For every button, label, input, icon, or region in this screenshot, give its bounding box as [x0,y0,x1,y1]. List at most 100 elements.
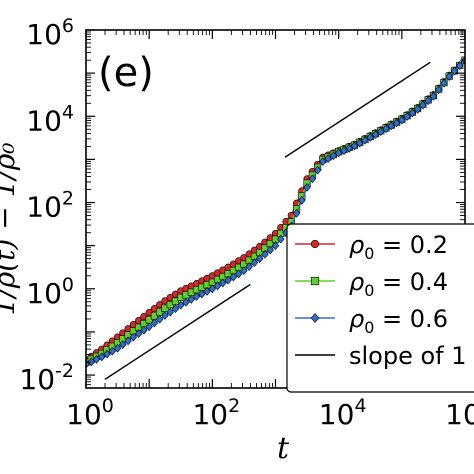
series-3-point [182,297,190,307]
legend-label: ρ0 = 0.2 [349,231,448,263]
x-tick-label: 102 [192,395,240,431]
series-3-point [356,138,364,148]
x-axis-title: t [277,431,290,466]
x-tick-label: 100 [66,395,114,431]
reference-line-2 [284,61,431,158]
series-3-point [187,295,195,304]
series-3-point [177,300,185,310]
series-3-point [303,183,311,192]
series-3-point [119,340,127,349]
series-3-point [87,357,95,367]
series-3-point [203,287,211,296]
series-3-point [124,336,132,346]
series-3-point [150,318,159,328]
legend-item-2: ρ0 = 0.4 [295,268,448,300]
series-3-point [234,269,243,279]
series-3-point [429,92,438,101]
series-3-point [456,61,464,71]
series-3-point [140,325,148,335]
series-3-point [424,96,432,106]
series-3-point [387,121,395,131]
legend-item-3: ρ0 = 0.6 [295,305,448,337]
series-3-point [334,148,343,158]
legend-label: ρ0 = 0.4 [349,268,448,300]
x-tick-label: 104 [319,395,367,431]
series-3-point [350,141,359,151]
series-3-point [271,241,280,251]
series-3-point [192,292,201,301]
legend-item-4: slope of 1 [295,342,467,370]
series-3-point [361,135,369,145]
chart-legend: ρ0 = 0.2 ρ0 = 0.4 ρ0 = 0.6 slope of 1 [286,223,474,393]
series-3-point [403,112,411,121]
series-3-point [250,258,259,267]
legend-box [286,223,474,393]
series-3-point [292,208,301,218]
series-3-point [445,72,453,81]
series-3-point [382,124,390,134]
series-3-point [171,304,180,314]
panel-label: (e) [98,50,154,96]
series-3-point [108,346,117,356]
series-3-point [103,349,111,359]
series-3-point [392,118,401,128]
series-3-point [166,307,174,317]
reference-line-1 [104,283,251,380]
series-3-point [208,284,217,294]
series-line-3 [86,59,465,365]
legend-item-1: ρ0 = 0.2 [295,231,448,263]
series-1-point [467,55,474,62]
y-tick-label: 10-2 [19,360,74,396]
series-3-point [366,133,374,142]
series-3-point [98,352,106,362]
series-3-point [371,130,380,139]
series-3-point [134,329,143,339]
y-axis-title: 1/ρ(t) − 1/ρ₀ [0,142,21,315]
series-3-point [219,278,227,288]
series-3-point [398,115,406,125]
series-3-point [245,262,253,272]
series-3-point [229,272,238,282]
series-3-point [240,266,248,276]
series-3-point [419,100,427,110]
series-3-point [256,254,264,263]
series-3-point [345,143,353,153]
series-3-point [266,245,274,255]
series-3-point [198,289,206,299]
series-3-point [113,343,122,353]
legend-label: slope of 1 [349,342,467,370]
series-3-point [277,234,285,244]
y-tick-label: 102 [26,188,74,224]
series-3-point [324,154,332,164]
series-3-point [92,355,101,364]
y-tick-label: 106 [26,15,74,51]
series-3-point [308,174,317,184]
chart-data-layer [86,55,474,380]
series-3-point [261,249,269,259]
series-2-point [467,55,474,62]
series-3-point [298,196,306,205]
y-tick-label: 100 [26,274,74,310]
legend-marker [310,239,320,249]
series-3-point [129,332,138,342]
series-3-point [408,108,417,118]
series-3-point [467,55,474,63]
x-tick-label: 106 [445,395,474,431]
series-3-point [145,322,153,332]
series-3-point [340,146,348,155]
legend-marker [310,313,320,323]
series-3-point [413,104,422,114]
series-3-point [213,281,222,291]
series-3-point [156,314,164,324]
series-1-point [161,297,169,305]
series-3-point [377,127,385,137]
legend-label: ρ0 = 0.6 [349,305,448,337]
series-3-point [434,85,443,95]
series-3-point [224,275,232,285]
series-3-point [319,157,327,166]
legend-marker [310,276,320,286]
y-tick-label: 104 [26,101,74,137]
series-3-point [161,311,169,320]
